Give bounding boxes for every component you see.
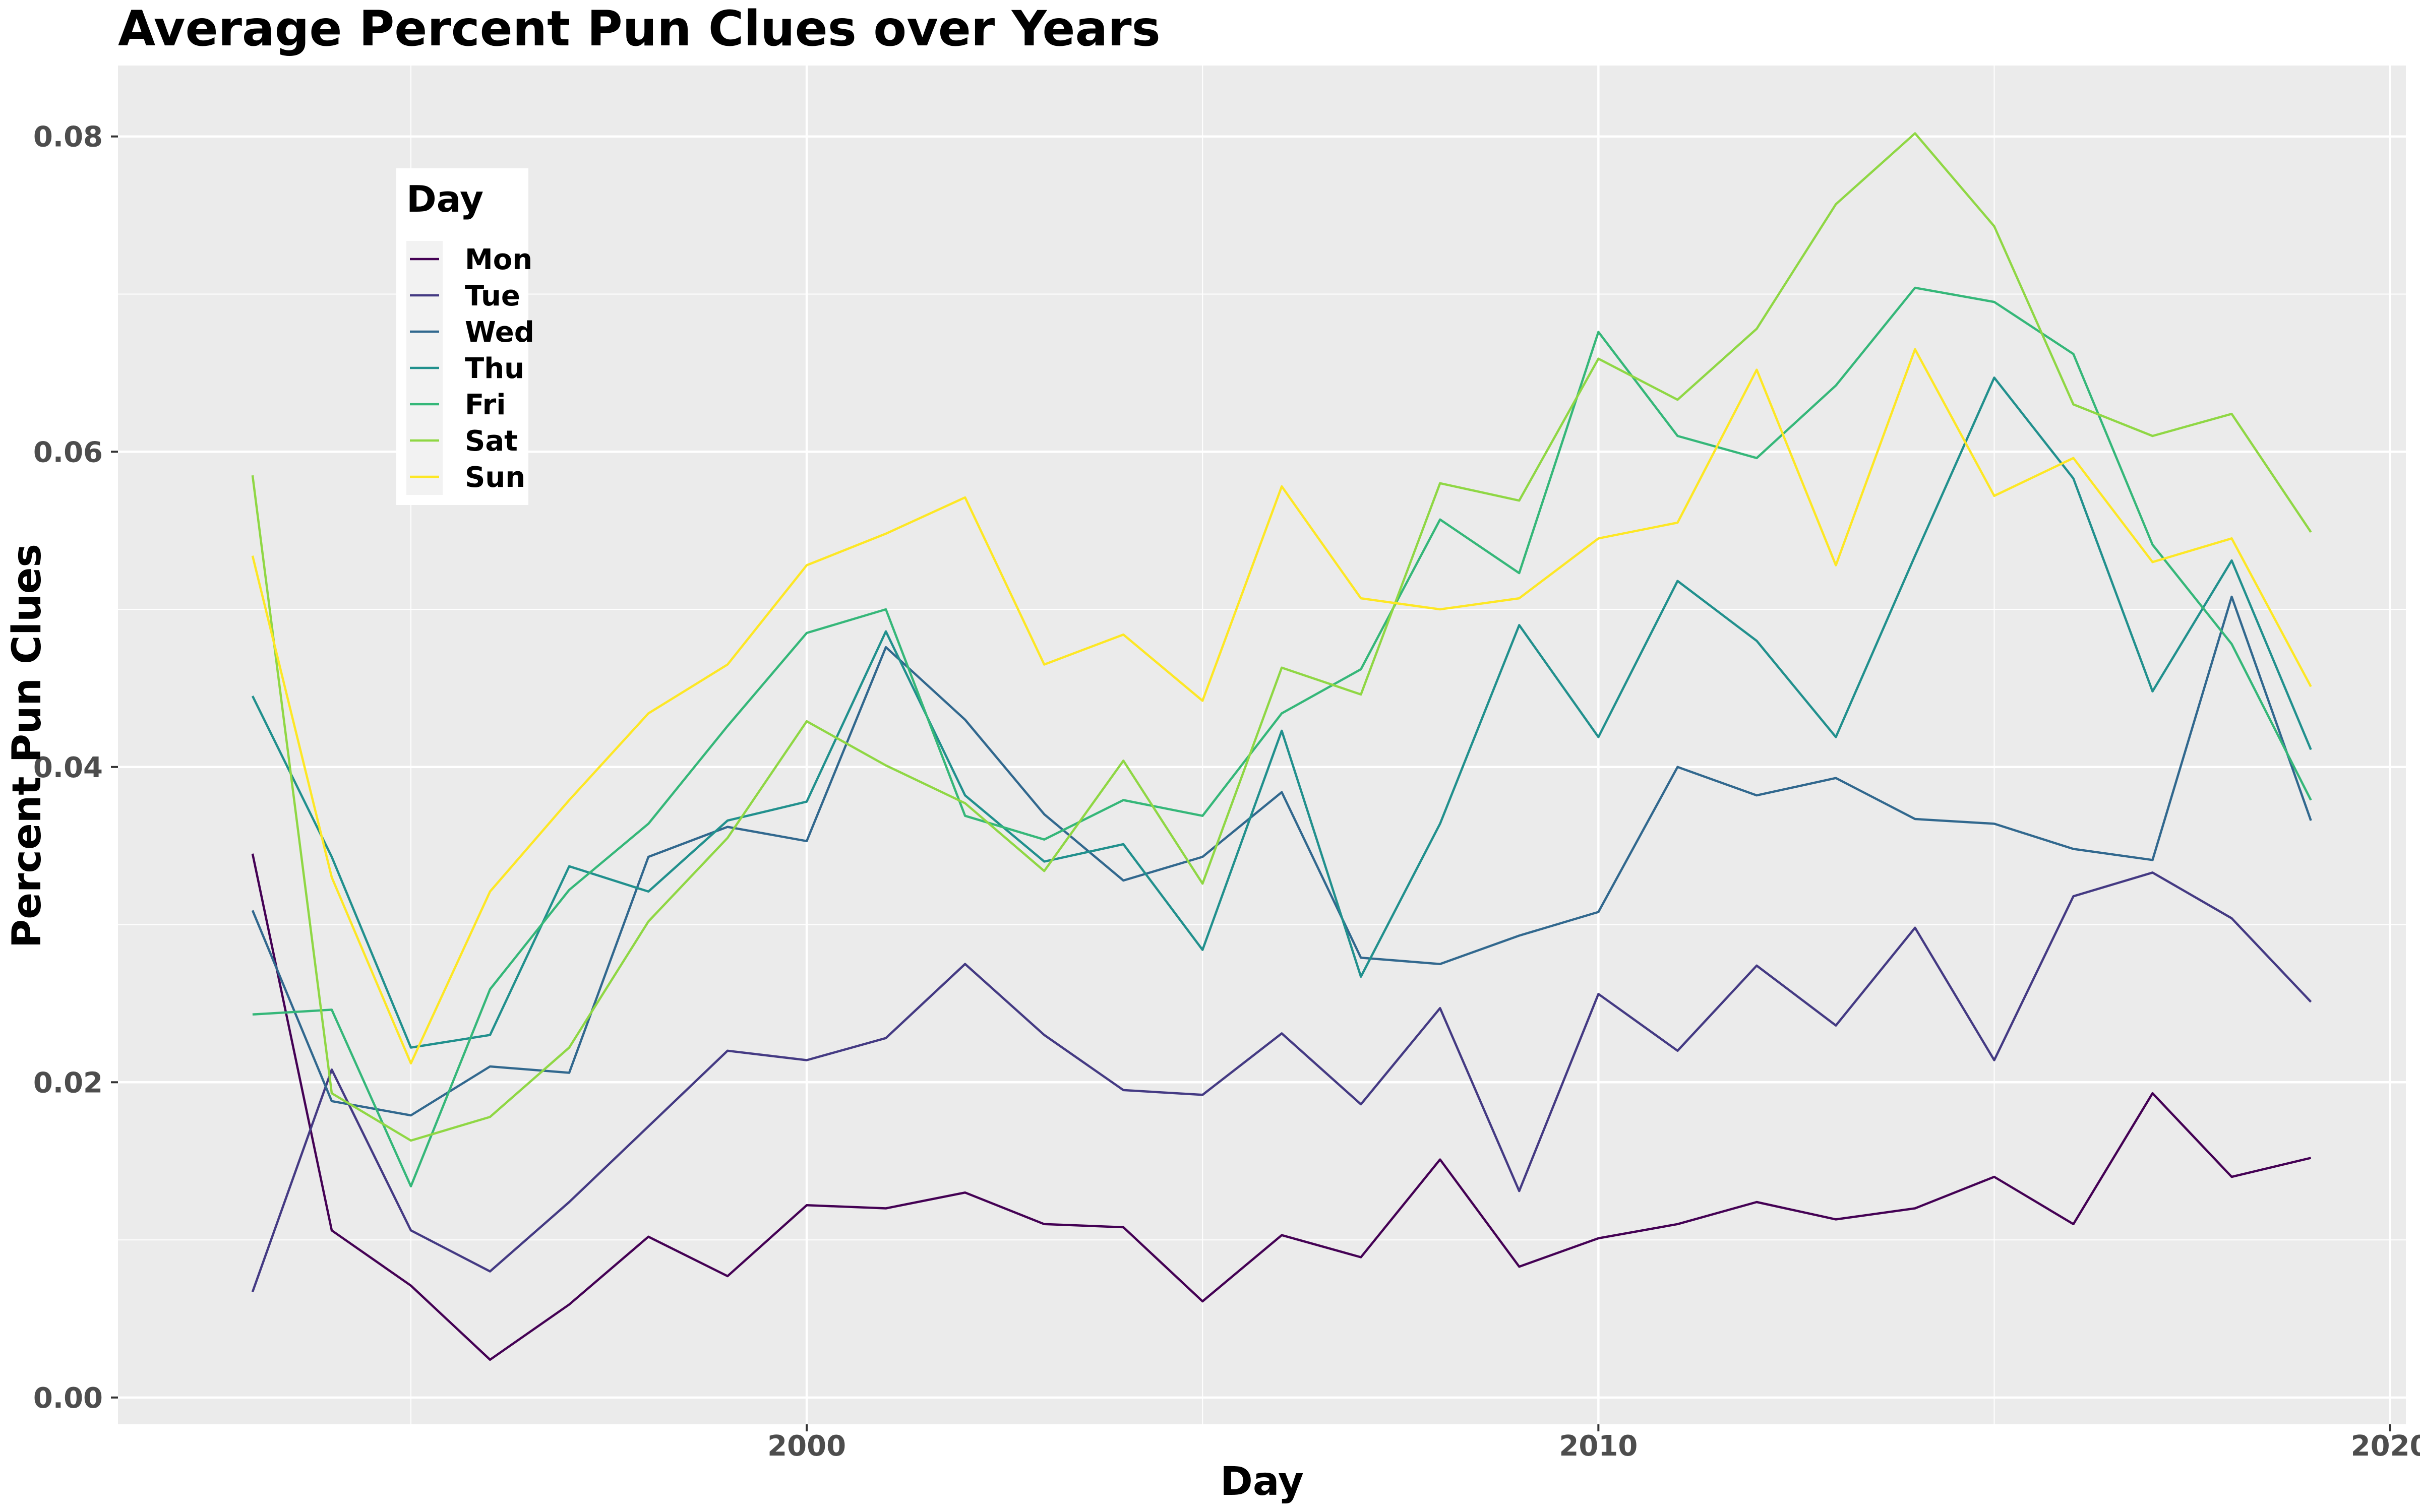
series-line-thu xyxy=(251,376,2312,1049)
legend-label: Sat xyxy=(465,425,518,458)
x-tick-label: 2000 xyxy=(767,1430,846,1463)
series-line-mon xyxy=(251,853,2312,1361)
y-tick-label: 0.08 xyxy=(33,121,103,154)
series-line-wed xyxy=(251,595,2312,1117)
series-line-tue xyxy=(251,871,2312,1293)
series-line-fri xyxy=(252,286,2312,1187)
series-line-sun xyxy=(251,348,2312,1065)
series-line-sat xyxy=(251,132,2312,1142)
legend-title: Day xyxy=(406,178,483,220)
y-axis: 0.00 0.02 0.04 0.06 0.08 xyxy=(33,121,118,1415)
legend-label: Thu xyxy=(465,352,524,385)
y-axis-title: Percent Pun Clues xyxy=(5,544,50,948)
x-axis: 2000 2010 2020 xyxy=(767,1424,2420,1463)
legend-label: Sun xyxy=(465,461,525,494)
y-tick-label: 0.02 xyxy=(33,1066,103,1099)
series-layer xyxy=(251,132,2312,1361)
x-tick-label: 2010 xyxy=(1559,1430,1638,1463)
legend-label: Mon xyxy=(465,243,532,276)
y-tick-label: 0.00 xyxy=(33,1382,103,1415)
y-tick-label: 0.04 xyxy=(33,751,103,784)
y-tick-label: 0.06 xyxy=(33,436,103,469)
legend-label: Tue xyxy=(465,280,520,312)
grid-lines xyxy=(118,66,2406,1424)
chart-title: Average Percent Pun Clues over Years xyxy=(118,1,1161,57)
x-tick-label: 2020 xyxy=(2351,1430,2420,1463)
x-axis-title: Day xyxy=(1220,1459,1304,1504)
legend-label: Wed xyxy=(465,316,534,349)
legend-label: Fri xyxy=(465,389,506,421)
